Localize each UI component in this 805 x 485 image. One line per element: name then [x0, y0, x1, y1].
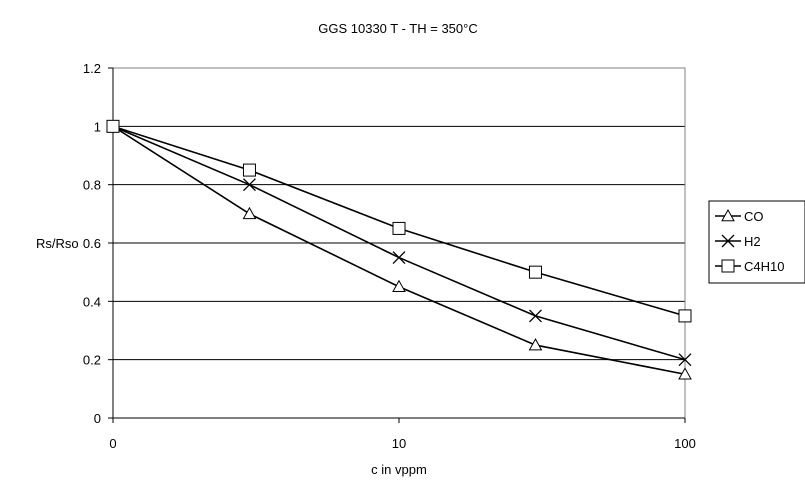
legend-label: C4H10 [744, 259, 784, 274]
y-tick-label: 1.2 [83, 61, 101, 76]
series-co [107, 120, 691, 379]
data-point-h2 [393, 252, 405, 264]
legend-item-c4h10: C4H10 [715, 259, 784, 274]
data-point-c4h10 [679, 310, 691, 322]
legend: CO H2 C4H10 [709, 201, 805, 283]
x-tick-label: 0 [109, 436, 116, 451]
data-point-co [529, 339, 541, 350]
y-tick-label: 0 [94, 411, 101, 426]
gridlines [113, 126, 685, 359]
legend-marker [722, 260, 734, 272]
data-point-c4h10 [107, 120, 119, 132]
y-axis-label: Rs/Rso [36, 236, 79, 251]
x-tick-label: 10 [392, 436, 406, 451]
y-tick-label: 0.6 [83, 236, 101, 251]
y-tick-label: 0.8 [83, 178, 101, 193]
x-axis: 0 10 100 [109, 418, 695, 451]
data-point-h2 [529, 310, 541, 322]
y-tick-label: 0.4 [83, 294, 101, 309]
x-tick-label: 100 [674, 436, 696, 451]
legend-label: CO [744, 209, 764, 224]
data-point-c4h10 [243, 164, 255, 176]
chart-title: GGS 10330 T - TH = 350°C [318, 21, 477, 36]
legend-label: H2 [744, 234, 761, 249]
data-point-c4h10 [529, 266, 541, 278]
y-tick-label: 1 [94, 119, 101, 134]
data-point-c4h10 [393, 222, 405, 234]
y-axis: 0 0.2 0.4 0.6 0.8 1 1.2 [83, 61, 113, 426]
series-layer [107, 120, 691, 379]
data-point-co [243, 208, 255, 219]
y-tick-label: 0.2 [83, 353, 101, 368]
x-axis-label: c in vppm [371, 462, 427, 477]
data-point-co [393, 281, 405, 292]
